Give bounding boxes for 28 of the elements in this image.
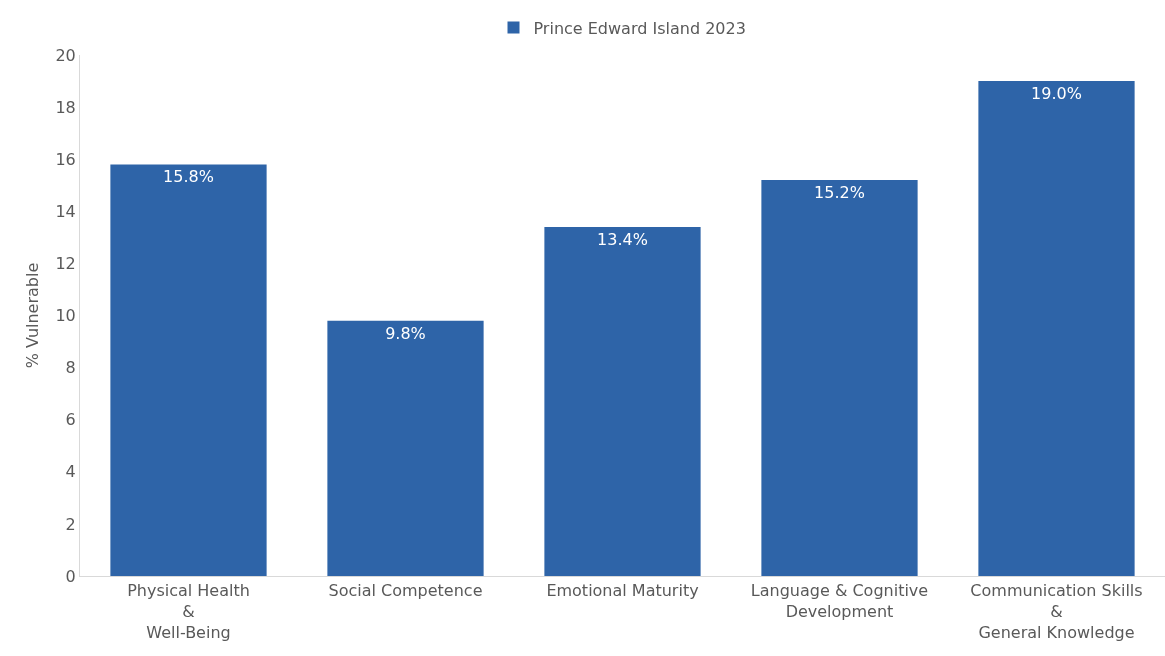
- y-tick-label: 12: [55, 254, 76, 273]
- bar: [978, 81, 1135, 576]
- bar: [110, 164, 267, 576]
- data-label: 15.8%: [163, 167, 214, 187]
- y-axis-title: % Vulnerable: [23, 262, 42, 369]
- x-tick-label: Physical Health & Well-Being: [127, 581, 250, 642]
- y-tick-label: 10: [55, 306, 76, 326]
- y-tick-label: 6: [65, 410, 76, 430]
- data-label: 13.4%: [597, 229, 648, 249]
- y-tick-label: 20: [55, 45, 76, 65]
- x-tick-label: Emotional Maturity: [546, 581, 699, 601]
- y-tick-label: 0: [65, 566, 76, 586]
- y-tick-label: 16: [55, 149, 76, 169]
- x-tick-label: Communication Skills & General Knowledge: [970, 581, 1143, 642]
- x-tick-label: Social Competence: [328, 581, 483, 601]
- bar: [544, 226, 701, 576]
- bar: [761, 180, 918, 576]
- x-tick-label: Language & Cognitive Development: [750, 581, 929, 621]
- data-label: 15.2%: [814, 183, 865, 203]
- bar: [327, 320, 484, 576]
- y-tick-label: 14: [55, 201, 76, 221]
- y-tick-label: 8: [65, 358, 76, 378]
- y-tick-label: 4: [65, 462, 76, 482]
- data-label: 9.8%: [385, 323, 426, 343]
- y-tick-label: 18: [55, 97, 76, 117]
- data-label: 19.0%: [1031, 84, 1082, 104]
- y-tick-label: 2: [65, 514, 76, 534]
- legend-label: Prince Edward Island 2023: [533, 18, 746, 38]
